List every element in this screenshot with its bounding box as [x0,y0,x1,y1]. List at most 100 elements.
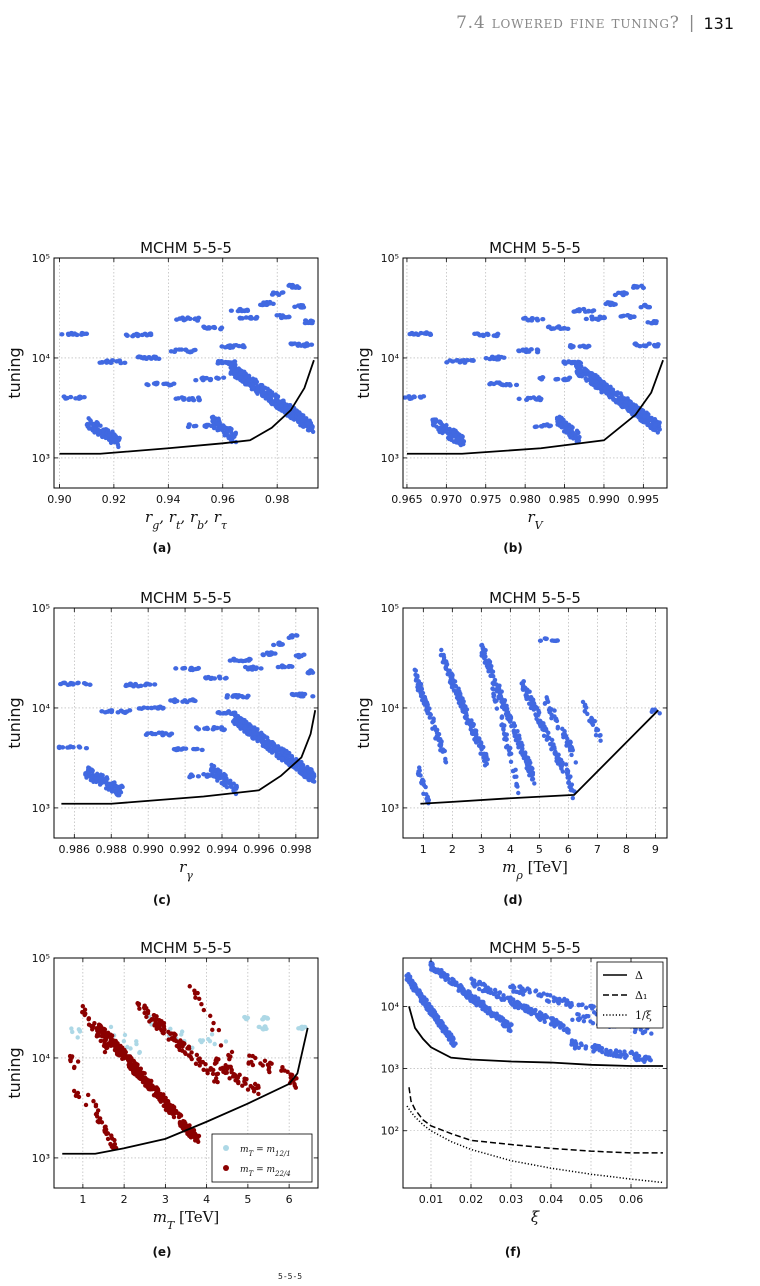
x-tick-label: 0.05 [579,1193,604,1206]
data-point [424,708,430,714]
section-title: 7.4 lowered fine tuning? [456,13,680,33]
data-point [97,430,102,435]
data-point [449,685,455,690]
data-point [540,727,545,732]
data-point [567,745,573,751]
data-point [186,1131,191,1136]
data-point [515,735,521,740]
data-point [201,1007,207,1013]
data-point [530,705,536,711]
data-point [554,752,559,757]
data-point [98,1024,104,1029]
data-point [413,668,419,673]
data-point [214,1057,220,1063]
legend-marker [223,1165,229,1171]
data-point [504,737,509,742]
data-point [421,791,426,796]
data-point [497,990,503,995]
data-point [623,291,629,296]
data-point [232,374,238,380]
y-axis-label: tuning [5,697,24,748]
data-point [615,390,620,395]
data-point [67,682,73,687]
data-point [615,290,622,295]
y-tick-label: 10⁴ [32,1052,51,1065]
data-point [560,769,566,774]
data-point [253,666,259,672]
data-point [458,691,463,697]
data-point [176,347,182,352]
y-tick-label: 10⁵ [32,952,50,965]
data-point [286,663,292,669]
data-point [549,741,554,747]
data-point [447,358,453,363]
x-tick-label: 0.06 [619,1193,644,1206]
data-point [501,726,506,731]
chart-title: MCHM 5-5-5 [140,939,232,957]
x-tick-label: 2 [121,1193,128,1206]
data-point [516,790,521,796]
data-point [564,740,570,745]
data-point [476,986,482,992]
data-point [145,705,151,711]
x-tick-label: 9 [652,843,659,856]
data-point [171,1106,176,1111]
data-point [238,375,243,380]
x-tick-label: 0.980 [509,493,541,506]
data-point [561,359,567,364]
data-point [310,694,316,699]
data-point [608,300,615,305]
data-point [276,752,282,758]
data-point [182,698,188,703]
data-point [575,307,581,313]
data-point [227,1076,232,1081]
data-point [192,988,197,993]
data-point [260,385,265,390]
data-point [197,1038,203,1043]
data-point [298,771,304,776]
data-point [520,992,526,997]
data-point [542,700,548,706]
data-point [416,772,421,778]
data-point [561,1027,567,1033]
boundary-line [61,710,317,805]
data-point [518,988,524,994]
data-point [193,725,200,730]
data-point [244,308,250,313]
data-point [525,317,532,323]
data-point [90,1027,95,1032]
data-point [103,1124,108,1129]
data-point [417,768,422,774]
data-point [178,1113,184,1118]
data-point [271,742,277,747]
data-point [191,1134,196,1140]
data-point [109,440,114,445]
data-point [154,1085,159,1090]
y-tick-label: 10³ [32,452,50,465]
x-tick-label: 3 [162,1193,169,1206]
data-point [105,1033,110,1038]
data-point [575,1011,580,1017]
chart-panel-c: 0.986 0.988 0.990 0.992 0.994 0.996 0.99810³10… [5,589,319,882]
data-point [161,1023,166,1028]
data-layer [412,636,662,806]
data-point [306,774,311,780]
data-point [174,698,180,704]
data-point [72,331,78,336]
data-point [166,1108,171,1114]
data-point [308,342,315,347]
data-point [474,740,479,745]
axes-frame [53,957,319,1189]
data-point [268,650,274,655]
data-point [477,333,483,338]
data-point [253,1055,258,1061]
data-point [111,780,116,786]
data-point [175,746,181,751]
data-point [136,706,142,711]
data-point [237,722,243,727]
data-point [283,406,289,412]
data-point [565,326,571,331]
data-point [183,1124,188,1130]
